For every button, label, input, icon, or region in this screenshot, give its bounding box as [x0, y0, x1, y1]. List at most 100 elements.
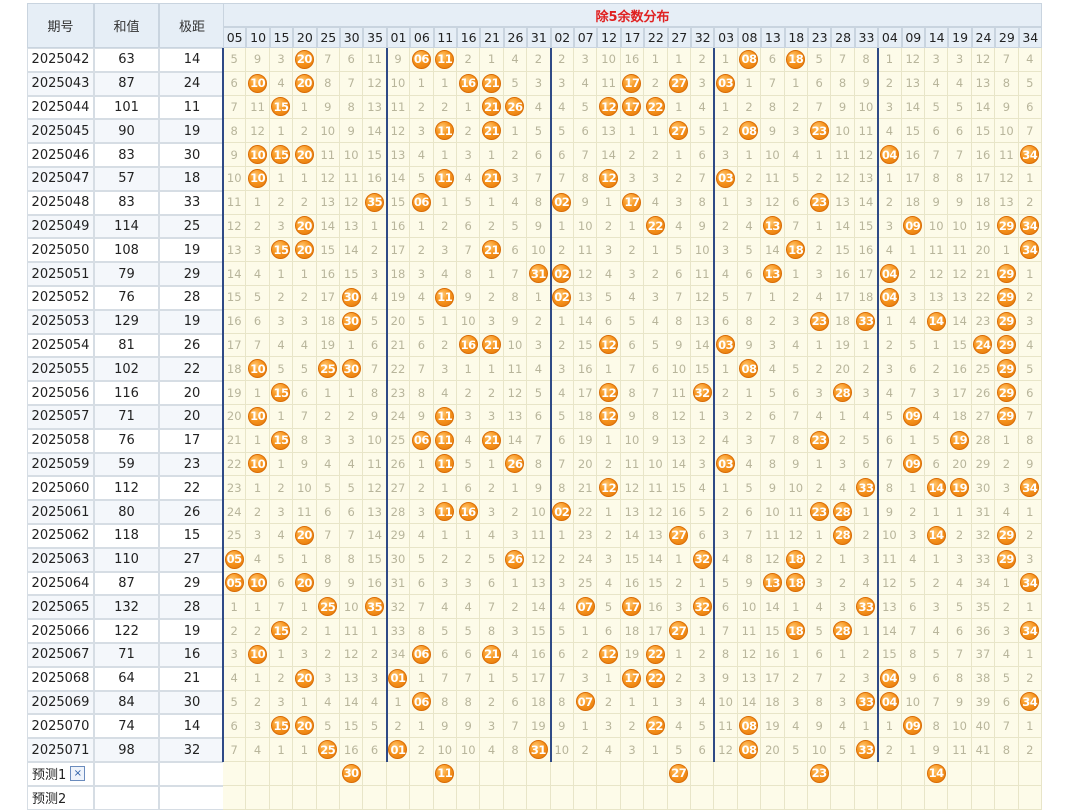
distribution-cell: 20: [293, 48, 317, 72]
omission-count: 10: [624, 433, 640, 448]
prediction-cell[interactable]: [386, 785, 411, 810]
prediction-cell[interactable]: 23: [808, 762, 832, 786]
prediction-cell[interactable]: [644, 762, 668, 786]
omission-count: 3: [511, 528, 519, 543]
prediction-cell[interactable]: [410, 785, 434, 810]
predicted-number-ball[interactable]: 11: [435, 763, 455, 783]
prediction-cell[interactable]: [854, 785, 879, 810]
predicted-number-ball[interactable]: 14: [926, 763, 946, 783]
distribution-cell: 7: [878, 452, 902, 477]
issue-cell: 2025049: [27, 214, 94, 239]
prediction-cell[interactable]: [737, 785, 762, 810]
prediction-cell[interactable]: [363, 785, 387, 810]
prediction-cell[interactable]: 27: [667, 762, 691, 786]
omission-count: 3: [487, 718, 496, 733]
prediction-cell[interactable]: [878, 785, 902, 810]
prediction-cell[interactable]: [550, 762, 574, 786]
prediction-cell[interactable]: [363, 762, 387, 786]
prediction-cell[interactable]: [503, 785, 528, 810]
prediction-cell[interactable]: 14: [925, 762, 949, 786]
omission-count: 11: [999, 147, 1014, 162]
range-cell: 29: [159, 262, 225, 286]
distribution-cell: 5: [714, 571, 738, 596]
prediction-cell[interactable]: [480, 785, 504, 810]
prediction-cell[interactable]: [269, 762, 294, 786]
prediction-cell[interactable]: [340, 785, 364, 810]
prediction-cell[interactable]: [433, 785, 457, 810]
prediction-cell[interactable]: [574, 785, 598, 810]
prediction-cell[interactable]: [761, 785, 785, 810]
prediction-cell[interactable]: [246, 762, 270, 786]
prediction-cell[interactable]: [457, 785, 481, 810]
prediction-cell[interactable]: [246, 785, 270, 810]
distribution-cell: 14: [925, 476, 949, 501]
prediction-cell[interactable]: [878, 762, 902, 786]
distribution-cell: 9: [316, 571, 340, 596]
prediction-cell[interactable]: [1018, 785, 1042, 810]
distribution-cell: 2: [597, 524, 621, 548]
prediction-cell[interactable]: [1018, 762, 1042, 786]
prediction-cell[interactable]: [457, 762, 481, 786]
predicted-number-ball[interactable]: 27: [669, 763, 689, 783]
prediction-cell[interactable]: [574, 762, 598, 786]
prediction-cell[interactable]: [761, 762, 785, 786]
prediction-cell[interactable]: [948, 762, 972, 786]
prediction-cell[interactable]: [316, 762, 340, 786]
distribution-cell: 7: [457, 238, 481, 263]
prediction-cell[interactable]: [293, 785, 317, 810]
prediction-cell[interactable]: [667, 785, 691, 810]
prediction-cell[interactable]: [784, 762, 808, 786]
distribution-cell: 3: [691, 71, 715, 96]
distribution-cell: 1: [457, 524, 481, 548]
prediction-cell[interactable]: [714, 762, 738, 786]
remove-prediction-button[interactable]: ×: [70, 766, 86, 782]
prediction-cell[interactable]: [480, 762, 504, 786]
prediction-cell[interactable]: [527, 785, 551, 810]
prediction-cell[interactable]: [854, 762, 879, 786]
omission-count: 4: [932, 76, 940, 91]
prediction-cell[interactable]: [691, 785, 715, 810]
omission-count: 1: [651, 742, 660, 757]
prediction-cell[interactable]: [691, 762, 715, 786]
prediction-cell[interactable]: [948, 785, 972, 810]
prediction-cell[interactable]: [831, 762, 855, 786]
prediction-cell[interactable]: [269, 785, 294, 810]
prediction-cell[interactable]: [620, 762, 645, 786]
distribution-cell: 2: [831, 571, 855, 596]
omission-count: 13: [343, 671, 359, 686]
prediction-cell[interactable]: [901, 762, 925, 786]
number-header-09: 09: [901, 27, 925, 48]
prediction-cell[interactable]: [737, 762, 762, 786]
distribution-cell: 1: [854, 500, 879, 524]
prediction-cell[interactable]: [527, 762, 551, 786]
prediction-cell[interactable]: [223, 785, 247, 810]
prediction-cell[interactable]: [620, 785, 645, 810]
prediction-cell[interactable]: [784, 785, 808, 810]
prediction-cell[interactable]: [316, 785, 340, 810]
prediction-cell[interactable]: [808, 785, 832, 810]
number-header-07: 07: [574, 27, 598, 48]
prediction-cell[interactable]: [644, 785, 668, 810]
predicted-number-ball[interactable]: 23: [809, 763, 829, 783]
prediction-cell[interactable]: [714, 785, 738, 810]
prediction-cell[interactable]: [386, 762, 411, 786]
prediction-cell[interactable]: [503, 762, 528, 786]
prediction-cell[interactable]: [925, 785, 949, 810]
prediction-cell[interactable]: [597, 785, 621, 810]
omission-count: 2: [370, 242, 379, 257]
prediction-cell[interactable]: [901, 785, 925, 810]
prediction-cell[interactable]: [293, 762, 317, 786]
prediction-cell[interactable]: [995, 762, 1019, 786]
prediction-cell[interactable]: [550, 785, 574, 810]
prediction-cell[interactable]: [597, 762, 621, 786]
prediction-cell[interactable]: 11: [433, 762, 457, 786]
prediction-cell[interactable]: [971, 785, 996, 810]
prediction-cell[interactable]: [410, 762, 434, 786]
prediction-cell[interactable]: [831, 785, 855, 810]
prediction-cell[interactable]: [995, 785, 1019, 810]
prediction-cell[interactable]: [223, 762, 247, 786]
predicted-number-ball[interactable]: 30: [341, 763, 361, 783]
prediction-cell[interactable]: [971, 762, 996, 786]
distribution-cell: 12: [644, 500, 668, 524]
prediction-cell[interactable]: 30: [340, 762, 364, 786]
